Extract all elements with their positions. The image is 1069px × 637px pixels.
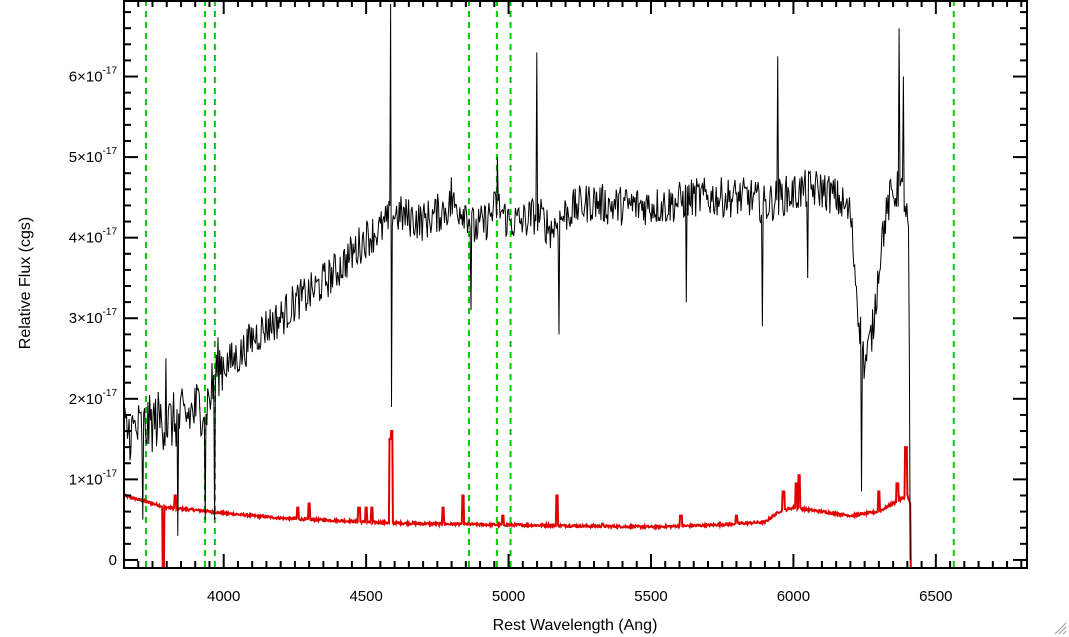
error-series-line <box>123 430 1027 569</box>
plot-border <box>123 0 1028 569</box>
x-tick-label: 6500 <box>919 588 952 605</box>
x-axis-ticks: 4000 4500 5000 5500 6000 6500 <box>123 0 1023 605</box>
flux-spectrum <box>123 3 911 560</box>
emission-line-markers <box>144 0 955 568</box>
x-tick-label: 4000 <box>207 588 240 605</box>
x-tick-label: 6000 <box>777 588 810 605</box>
resize-grip-icon[interactable] <box>1054 622 1067 635</box>
y-tick-label: 6×10-17 <box>69 66 118 86</box>
y-axis-title: Relative Flux (cgs) <box>17 217 34 349</box>
flux-series-line <box>123 3 911 560</box>
y-tick-label: 3×10-17 <box>69 307 118 327</box>
y-tick-label: 0 <box>109 552 117 569</box>
y-tick-label: 5×10-17 <box>69 146 118 166</box>
y-tick-label: 1×10-17 <box>69 468 118 488</box>
plot-frame <box>123 0 1028 569</box>
x-tick-label: 4500 <box>349 588 382 605</box>
x-tick-label: 5000 <box>492 588 525 605</box>
x-axis-title: Rest Wavelength (Ang) <box>493 617 658 634</box>
y-tick-label: 4×10-17 <box>69 227 118 247</box>
error-spectrum <box>123 430 1027 569</box>
x-tick-label: 5500 <box>634 588 667 605</box>
y-tick-label: 2×10-17 <box>69 388 118 408</box>
y-axis-ticks: 0 1×10-17 2×10-17 3×10-17 4×10-17 5×10-17 6×10… <box>69 11 1027 569</box>
